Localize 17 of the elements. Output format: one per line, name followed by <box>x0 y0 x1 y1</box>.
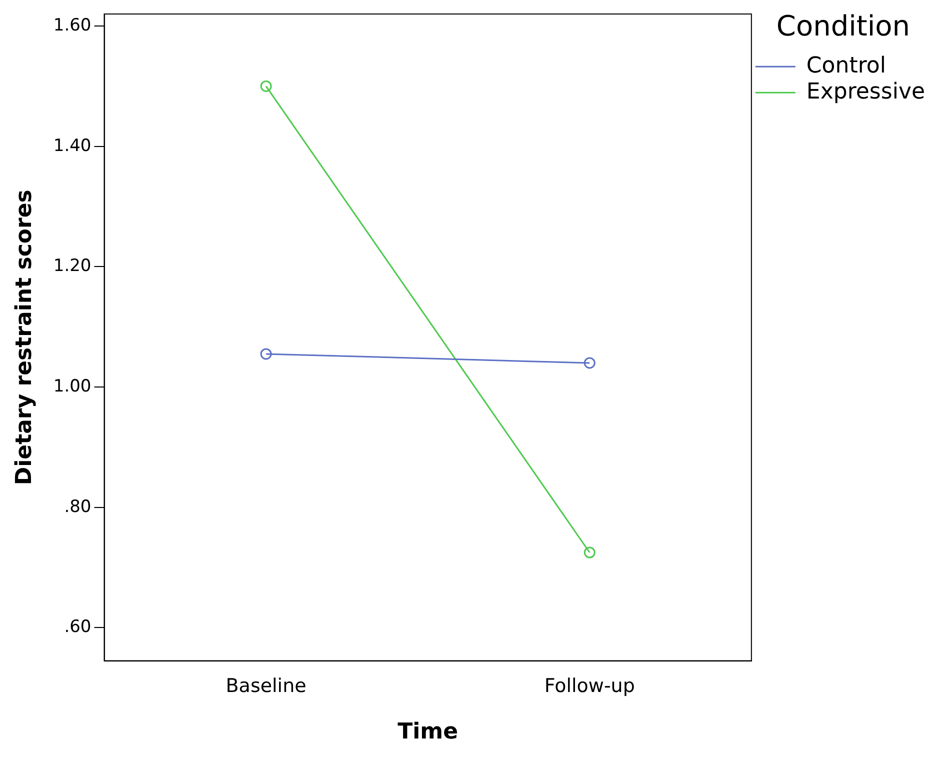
point <box>260 348 272 360</box>
point <box>260 80 272 92</box>
y-tick-label: .80 <box>64 496 92 517</box>
point <box>584 357 596 369</box>
legend-label: Control <box>806 53 886 78</box>
x-tick-label: Follow-up <box>544 675 635 698</box>
x-axis-title: Time <box>398 720 458 745</box>
x-tick-label: Baseline <box>226 675 306 698</box>
legend-title: Condition <box>776 9 910 42</box>
y-tick-label: 1.60 <box>53 15 92 36</box>
y-axis-title: Dietary restraint scores <box>12 190 37 486</box>
legend-label: Expressive <box>806 79 926 104</box>
point <box>584 546 596 558</box>
y-tick-label: 1.20 <box>53 256 92 276</box>
y-tick-label: .60 <box>64 617 92 638</box>
y-tick-label: 1.00 <box>53 376 92 396</box>
y-tick-label: 1.40 <box>53 136 92 156</box>
